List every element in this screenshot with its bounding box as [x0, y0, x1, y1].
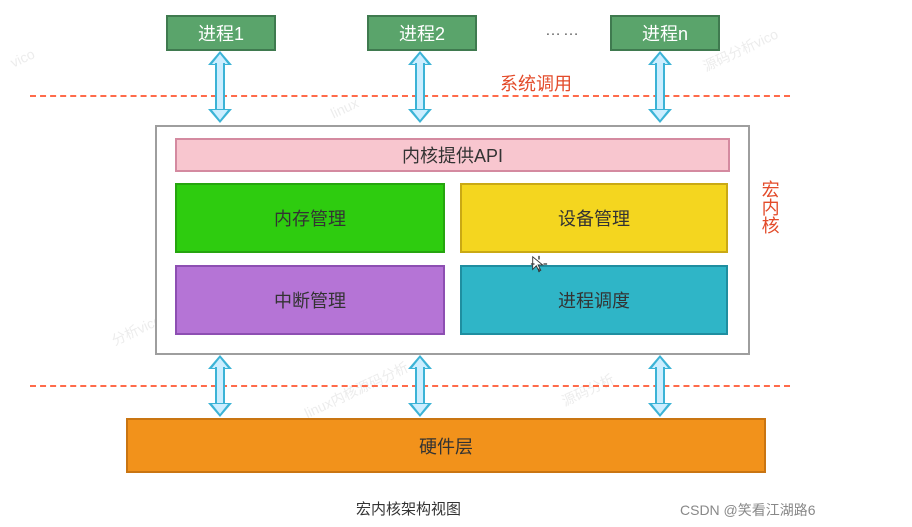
- kernel-side-label: 宏内核: [758, 180, 780, 234]
- syscall-label: 系统调用: [500, 70, 572, 96]
- api-box: 内核提供API: [175, 138, 730, 172]
- module-scheduler-label: 进程调度: [558, 287, 630, 313]
- process-2: 进程2: [367, 15, 477, 51]
- module-memory: 内存管理: [175, 183, 445, 253]
- watermark: linux内核源码分析: [301, 357, 412, 423]
- process-dots: ……: [545, 22, 581, 40]
- hardware-box: 硬件层: [126, 418, 766, 473]
- arrow-kernel-hw-3: [648, 355, 672, 417]
- watermark: linux: [328, 95, 361, 122]
- watermark: vico: [8, 45, 37, 70]
- arrow-kernel-hw-1: [208, 355, 232, 417]
- module-interrupt-label: 中断管理: [274, 287, 346, 313]
- process-n: 进程n: [610, 15, 720, 51]
- process-2-label: 进程2: [399, 20, 445, 46]
- arrow-proc2-kernel: [408, 51, 432, 123]
- credit: CSDN @笑看江湖路6: [680, 500, 816, 520]
- caption: 宏内核架构视图: [356, 498, 461, 519]
- cursor-icon: [530, 255, 548, 273]
- hardware-label: 硬件层: [419, 433, 473, 459]
- process-1: 进程1: [166, 15, 276, 51]
- api-label: 内核提供API: [402, 142, 503, 168]
- module-device: 设备管理: [460, 183, 728, 253]
- arrow-proc1-kernel: [208, 51, 232, 123]
- module-device-label: 设备管理: [558, 205, 630, 231]
- process-1-label: 进程1: [198, 20, 244, 46]
- arrow-kernel-hw-2: [408, 355, 432, 417]
- process-n-label: 进程n: [642, 20, 688, 46]
- arrow-procn-kernel: [648, 51, 672, 123]
- module-scheduler: 进程调度: [460, 265, 728, 335]
- module-memory-label: 内存管理: [274, 205, 346, 231]
- watermark: 源码分析: [558, 369, 617, 411]
- module-interrupt: 中断管理: [175, 265, 445, 335]
